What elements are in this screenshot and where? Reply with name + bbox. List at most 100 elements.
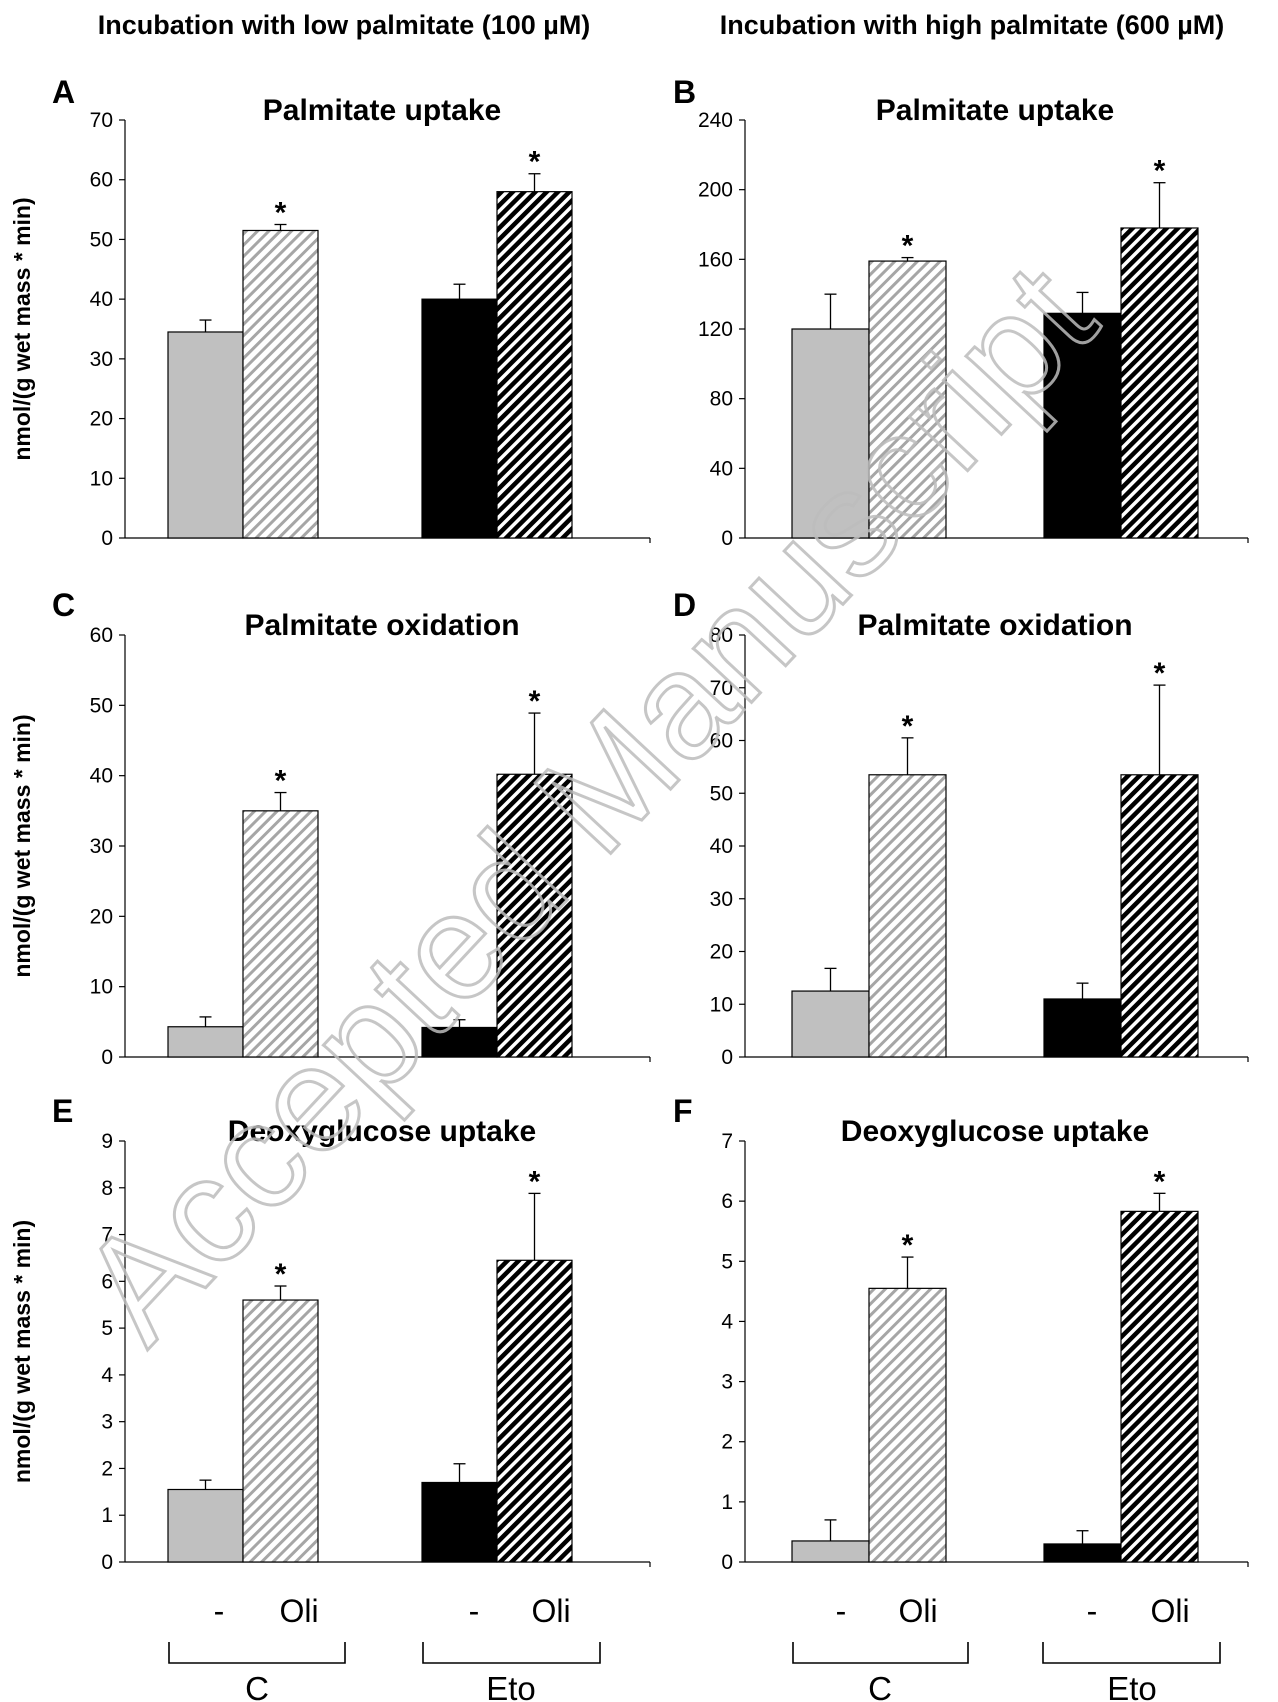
- y-axis-label-e: nmol/(g wet mass * min): [9, 1220, 35, 1483]
- bar-f-eto-oli: [1120, 1210, 1199, 1563]
- significance-marker-d-eto-oli: *: [1154, 657, 1166, 690]
- y-tick-label-d-2: 20: [710, 941, 733, 964]
- y-tick-label-f-7: 7: [721, 1130, 733, 1153]
- y-tick-label-b-2: 80: [710, 388, 733, 411]
- y-axis-label-a: nmol/(g wet mass * min): [9, 197, 35, 460]
- bar-c-eto-minus: [421, 1026, 498, 1058]
- bar-e-eto-minus: [421, 1481, 498, 1563]
- bar-b-eto-oli: [1120, 227, 1199, 539]
- y-tick-label-a-1: 10: [90, 467, 113, 490]
- y-tick-label-e-9: 9: [101, 1130, 113, 1153]
- bar-d-eto-minus: [1043, 998, 1122, 1058]
- y-tick-label-d-1: 10: [710, 993, 733, 1016]
- group-label-right-c: C: [868, 1670, 892, 1702]
- significance-marker-f-eto-oli: *: [1154, 1165, 1166, 1198]
- y-tick-label-f-3: 3: [721, 1371, 733, 1394]
- y-tick-label-c-3: 30: [90, 835, 113, 858]
- bar-b-c-oli: [868, 260, 947, 539]
- bar-label-left-c-minus: -: [214, 1593, 225, 1629]
- y-tick-label-e-0: 0: [101, 1551, 113, 1574]
- group-bracket-right-c: [792, 1642, 969, 1664]
- bar-label-right-c-oli: Oli: [898, 1593, 937, 1629]
- group-bracket-left-eto: [422, 1642, 601, 1664]
- bar-c-c-oli: [242, 810, 319, 1058]
- y-tick-label-f-2: 2: [721, 1431, 733, 1454]
- bar-a-c-minus: [167, 331, 244, 539]
- y-tick-label-e-5: 5: [101, 1317, 113, 1340]
- y-tick-label-e-2: 2: [101, 1457, 113, 1480]
- panel-f: F Deoxyglucose uptake 0 1 2 3 4 5 6 7 * *: [673, 1093, 1249, 1574]
- significance-marker-d-c-oli: *: [902, 710, 914, 743]
- significance-marker-b-eto-oli: *: [1154, 155, 1166, 188]
- y-tick-label-d-6: 60: [710, 730, 733, 753]
- bar-label-left-c-oli: Oli: [279, 1593, 318, 1629]
- y-tick-label-e-8: 8: [101, 1177, 113, 1200]
- y-tick-label-d-0: 0: [721, 1046, 733, 1069]
- y-tick-label-f-5: 5: [721, 1250, 733, 1273]
- significance-marker-a-c-oli: *: [275, 197, 287, 230]
- bar-c-c-minus: [167, 1026, 244, 1058]
- significance-marker-a-eto-oli: *: [529, 146, 541, 179]
- panel-letter-f: F: [673, 1093, 693, 1129]
- y-tick-label-f-4: 4: [721, 1310, 733, 1333]
- panel-letter-c: C: [52, 587, 75, 623]
- bar-c-eto-oli: [496, 773, 573, 1058]
- y-tick-label-b-5: 200: [698, 179, 733, 202]
- y-tick-label-c-5: 50: [90, 694, 113, 717]
- y-tick-label-f-1: 1: [721, 1491, 733, 1514]
- y-tick-label-a-4: 40: [90, 288, 113, 311]
- significance-marker-f-c-oli: *: [902, 1229, 914, 1262]
- y-tick-label-c-4: 40: [90, 765, 113, 788]
- y-tick-label-a-3: 30: [90, 348, 113, 371]
- significance-marker-e-eto-oli: *: [529, 1165, 541, 1198]
- y-tick-label-b-4: 160: [698, 248, 733, 271]
- chart-title-f: Deoxyglucose uptake: [841, 1115, 1149, 1148]
- significance-marker-b-c-oli: *: [902, 230, 914, 263]
- y-tick-label-a-7: 70: [90, 109, 113, 132]
- bar-f-c-minus: [791, 1540, 870, 1563]
- y-axis-label-c: nmol/(g wet mass * min): [9, 714, 35, 977]
- bar-a-c-oli: [242, 229, 319, 539]
- y-tick-label-f-6: 6: [721, 1190, 733, 1213]
- y-tick-label-e-1: 1: [101, 1504, 113, 1527]
- panel-b: B Palmitate uptake 0 40 80 120 160 200 240 * *: [673, 74, 1249, 550]
- y-tick-label-c-6: 60: [90, 624, 113, 647]
- y-tick-label-e-6: 6: [101, 1270, 113, 1293]
- y-tick-label-d-8: 80: [710, 624, 733, 647]
- bar-b-eto-minus: [1043, 312, 1122, 539]
- significance-marker-c-c-oli: *: [275, 765, 287, 798]
- y-tick-label-e-4: 4: [101, 1364, 113, 1387]
- bar-d-c-oli: [868, 774, 947, 1058]
- group-label-right-eto: Eto: [1107, 1670, 1157, 1702]
- y-tick-label-f-0: 0: [721, 1551, 733, 1574]
- group-label-left-c: C: [245, 1670, 269, 1702]
- bar-label-right-eto-minus: -: [1087, 1593, 1098, 1629]
- group-bracket-right-eto: [1042, 1642, 1221, 1664]
- significance-marker-e-c-oli: *: [275, 1258, 287, 1291]
- y-tick-label-d-4: 40: [710, 835, 733, 858]
- panel-e: E Deoxyglucose uptake 0 1 2 3 4 5 6 7 8 9 * * nmol/(g …: [9, 1093, 651, 1574]
- panel-letter-a: A: [52, 74, 75, 110]
- significance-marker-c-eto-oli: *: [529, 685, 541, 718]
- bar-f-eto-minus: [1043, 1543, 1122, 1563]
- bar-a-eto-minus: [421, 298, 498, 539]
- y-tick-label-b-6: 240: [698, 109, 733, 132]
- y-tick-label-c-2: 20: [90, 905, 113, 928]
- y-tick-label-a-5: 50: [90, 228, 113, 251]
- y-tick-label-b-0: 0: [721, 527, 733, 550]
- bar-label-left-eto-oli: Oli: [531, 1593, 570, 1629]
- header-right: Incubation with high palmitate (600 µM): [720, 10, 1225, 40]
- bar-d-eto-oli: [1120, 774, 1199, 1058]
- y-tick-label-e-3: 3: [101, 1411, 113, 1434]
- y-tick-label-d-3: 30: [710, 888, 733, 911]
- chart-title-b: Palmitate uptake: [876, 94, 1114, 127]
- y-tick-label-a-6: 60: [90, 169, 113, 192]
- y-tick-label-c-0: 0: [101, 1046, 113, 1069]
- bar-f-c-oli: [868, 1287, 947, 1563]
- bar-a-eto-oli: [496, 191, 573, 539]
- y-tick-label-d-7: 70: [710, 677, 733, 700]
- chart-title-d: Palmitate oxidation: [857, 609, 1132, 642]
- group-bracket-left-c: [168, 1642, 346, 1664]
